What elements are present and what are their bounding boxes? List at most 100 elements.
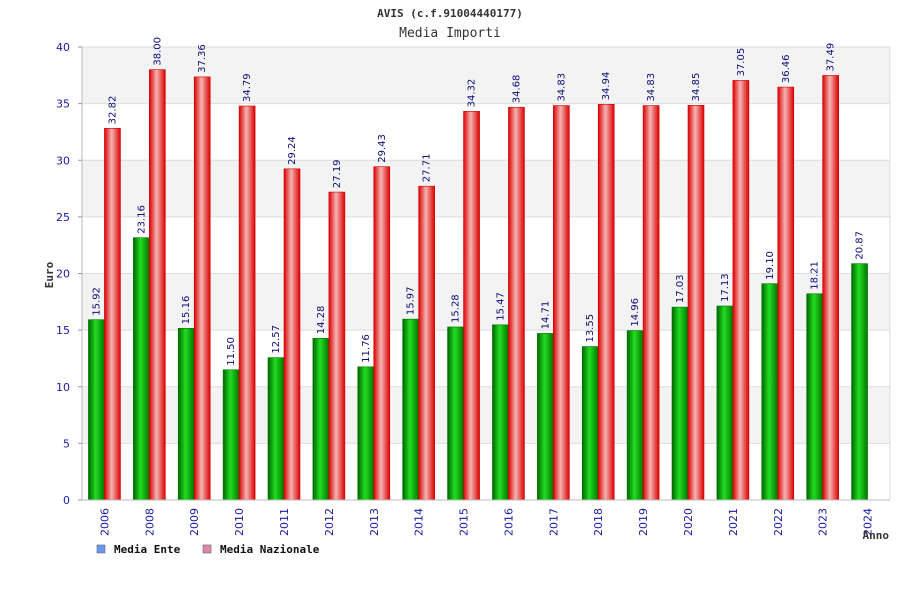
value-label-media-nazionale: 27.71 (422, 154, 433, 183)
value-label-media-ente: 23.16 (136, 205, 147, 234)
bar-media-nazionale (553, 105, 570, 501)
value-label-media-ente: 20.87 (855, 231, 866, 260)
value-label-media-nazionale: 34.85 (691, 73, 702, 102)
value-label-media-ente: 17.03 (675, 274, 686, 303)
bar-media-nazionale (642, 105, 660, 501)
bar-media-ente (357, 366, 375, 501)
bar-media-ente (851, 263, 868, 501)
bar-media-nazionale (463, 111, 480, 501)
y-tick-label: 5 (63, 437, 70, 450)
chart-title: AVIS (c.f.91004440177) (377, 7, 523, 20)
value-label-media-nazionale: 32.82 (107, 96, 118, 125)
bar-media-ente (222, 369, 240, 501)
plot-band (82, 386, 890, 444)
bar-media-ente (88, 319, 105, 501)
x-tick-label: 2019 (637, 508, 650, 536)
x-tick-label: 2011 (278, 508, 291, 536)
bar-media-nazionale (238, 105, 256, 501)
plot-band (82, 216, 890, 274)
value-label-media-nazionale: 37.49 (826, 43, 837, 72)
bar-media-nazionale (822, 75, 839, 501)
value-label-media-nazionale: 36.46 (781, 54, 792, 83)
bar-media-nazionale (193, 76, 211, 501)
value-label-media-ente: 14.71 (540, 301, 551, 330)
value-label-media-nazionale: 34.83 (646, 73, 657, 102)
bar-media-nazionale (777, 86, 795, 501)
value-label-media-ente: 18.21 (810, 261, 821, 290)
x-tick-label: 2020 (682, 508, 695, 536)
y-tick-label: 25 (56, 211, 70, 224)
x-tick-label: 2009 (188, 508, 201, 536)
x-tick-label: 2021 (727, 508, 740, 536)
plot-band (82, 273, 890, 331)
x-tick-label: 2018 (592, 508, 605, 536)
value-label-media-nazionale: 34.68 (511, 75, 522, 104)
value-label-media-ente: 15.92 (91, 287, 102, 316)
value-label-media-nazionale: 29.43 (377, 134, 388, 163)
plot-band (82, 160, 890, 217)
plot-band (82, 330, 890, 387)
value-label-media-ente: 19.10 (765, 251, 776, 280)
plot-band (82, 47, 890, 104)
value-label-media-ente: 17.13 (720, 273, 731, 302)
bar-media-ente (671, 306, 689, 501)
value-label-media-ente: 15.97 (406, 286, 417, 315)
x-tick-label: 2017 (547, 508, 560, 536)
bar-media-nazionale (732, 80, 750, 501)
y-tick-label: 15 (56, 324, 70, 337)
value-label-media-ente: 15.47 (495, 292, 506, 321)
value-label-media-nazionale: 34.32 (467, 79, 478, 108)
bar-media-ente (716, 305, 734, 501)
bar-media-ente (806, 293, 823, 501)
legend-swatch-media-ente (96, 544, 106, 554)
bar-media-ente (447, 326, 464, 501)
bar-media-ente (581, 346, 599, 501)
x-tick-label: 2024 (862, 508, 875, 536)
bar-media-nazionale (149, 69, 166, 501)
value-label-media-nazionale: 37.36 (197, 44, 208, 73)
x-tick-label: 2010 (233, 508, 246, 536)
bar-media-nazionale (283, 168, 301, 501)
y-tick-label: 10 (56, 381, 70, 394)
value-label-media-ente: 15.16 (181, 296, 192, 325)
bar-media-ente (626, 330, 644, 501)
x-tick-label: 2006 (98, 508, 111, 536)
value-label-media-ente: 11.76 (361, 334, 372, 363)
y-tick-label: 35 (56, 98, 70, 111)
x-tick-label: 2014 (413, 508, 426, 536)
y-axis-label: Euro (43, 261, 56, 288)
y-axis-ticks: 0 5 10 15 20 25 30 35 40 (56, 41, 82, 507)
x-tick-label: 2022 (772, 508, 785, 536)
value-label-media-ente: 15.28 (451, 294, 462, 323)
x-tick-label: 2023 (817, 508, 830, 536)
plot-band (82, 443, 890, 500)
bar-media-ente (267, 357, 285, 501)
bar-media-nazionale (328, 191, 346, 501)
value-label-media-nazionale: 27.19 (332, 159, 343, 188)
bar-media-nazionale (104, 128, 121, 501)
bar-value-labels: 15.92 32.82 23.16 38.00 15.16 37.36 11.50 34.79… (91, 37, 865, 366)
value-label-media-nazionale: 34.83 (556, 73, 567, 102)
value-label-media-nazionale: 34.79 (242, 73, 253, 102)
y-tick-label: 0 (63, 494, 70, 507)
bar-media-ente (133, 237, 150, 501)
y-tick-label: 20 (56, 268, 70, 281)
y-tick-label: 40 (56, 41, 70, 54)
chart-subtitle: Media Importi (399, 26, 501, 41)
x-tick-label: 2013 (368, 508, 381, 536)
x-axis-ticks: 2006 2008 2009 2010 2011 2012 2013 2014 2015 2016… (98, 508, 874, 536)
value-label-media-nazionale: 34.94 (601, 72, 612, 101)
value-label-media-ente: 11.50 (226, 337, 237, 366)
bar-media-nazionale (687, 105, 705, 501)
bar-media-ente (761, 283, 779, 501)
bar-media-nazionale (373, 166, 391, 501)
x-tick-label: 2015 (458, 508, 471, 536)
bar-media-ente (492, 324, 509, 501)
value-label-media-ente: 14.96 (630, 298, 641, 327)
bar-media-nazionale (597, 104, 615, 501)
x-tick-label: 2012 (323, 508, 336, 536)
bar-media-ente (177, 328, 195, 501)
legend-label-media-ente: Media Ente (114, 543, 181, 556)
value-label-media-ente: 14.28 (316, 306, 327, 335)
